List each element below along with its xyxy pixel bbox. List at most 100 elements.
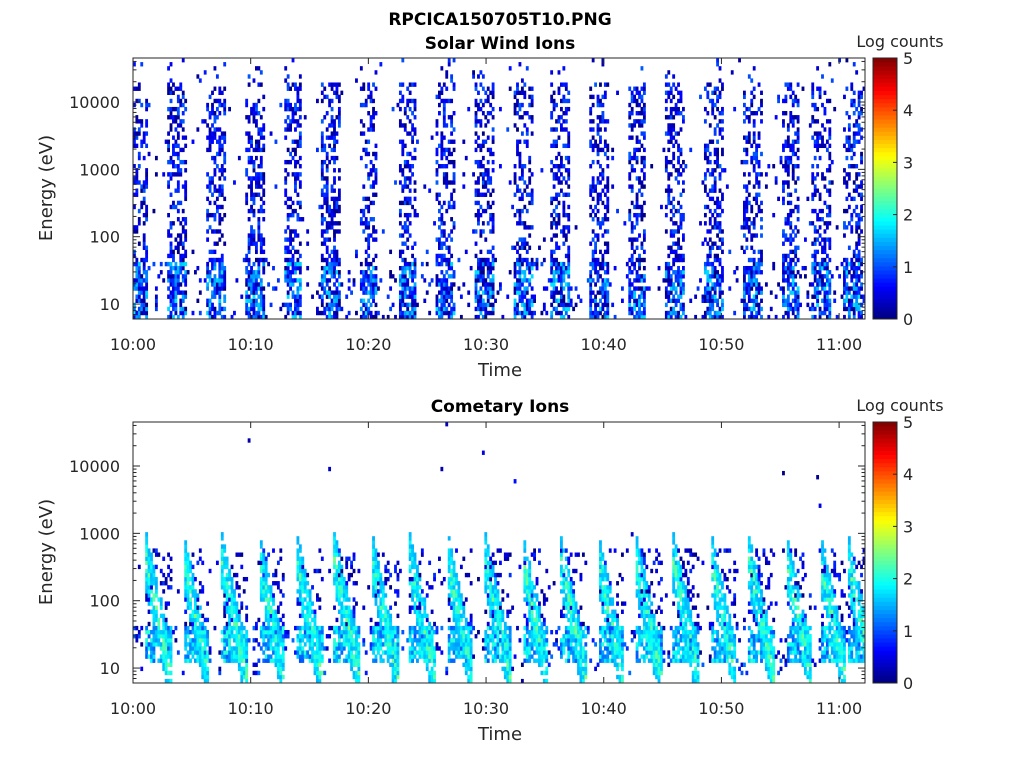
heatmap-cell (398, 90, 402, 96)
heatmap-cell (589, 111, 593, 116)
heatmap-cell (294, 127, 297, 132)
heatmap-cell (699, 221, 702, 226)
heatmap-cell (169, 568, 173, 574)
heatmap-cell (562, 66, 566, 71)
heatmap-cell (452, 200, 456, 206)
heatmap-cell (450, 139, 454, 144)
heatmap-cell (550, 98, 554, 104)
heatmap-cell (413, 298, 417, 303)
heatmap-cell (406, 245, 410, 250)
heatmap-cell (481, 192, 485, 197)
heatmap-cell (481, 180, 485, 185)
heatmap-cell (167, 646, 170, 651)
heatmap-cell (708, 306, 712, 312)
heatmap-cell (603, 286, 607, 291)
heatmap-cell (491, 274, 495, 279)
heatmap-cell (711, 225, 715, 230)
heatmap-cell (474, 270, 478, 275)
heatmap-cell (208, 127, 212, 132)
heatmap-cell (743, 314, 746, 320)
heatmap-cell (367, 94, 371, 100)
heatmap-cell (638, 90, 641, 96)
heatmap-cell (628, 184, 632, 189)
heatmap-cell (294, 302, 297, 308)
heatmap-cell (706, 298, 710, 303)
heatmap-cell (672, 115, 676, 120)
heatmap-cell (852, 131, 856, 136)
heatmap-cell (560, 294, 563, 299)
heatmap-cell (489, 111, 493, 116)
heatmap-cell (323, 274, 327, 279)
heatmap-cell (491, 221, 495, 226)
heatmap-cell (679, 98, 683, 104)
heatmap-cell (667, 196, 671, 202)
heatmap-cell (211, 257, 214, 263)
heatmap-cell (247, 310, 251, 316)
heatmap-cell (794, 180, 798, 185)
heatmap-cell (318, 310, 322, 316)
heatmap-cell (564, 119, 568, 124)
heatmap-cell (664, 155, 668, 161)
heatmap-cell (486, 261, 490, 267)
heatmap-cell (596, 123, 600, 128)
heatmap-cell (833, 106, 837, 112)
heatmap-cell (674, 208, 678, 214)
heatmap-cell (262, 123, 266, 128)
heatmap-cell (708, 261, 712, 267)
heatmap-cell (372, 290, 375, 295)
heatmap-cell (154, 629, 158, 635)
heatmap-cell (184, 646, 188, 651)
heatmap-cell (252, 164, 256, 169)
heatmap-cell (330, 270, 334, 275)
heatmap-cell (711, 241, 715, 246)
heatmap-cell (218, 176, 222, 181)
heatmap-cell (159, 261, 163, 267)
heatmap-cell (520, 90, 524, 96)
heatmap-cell (594, 233, 597, 238)
heatmap-cell (154, 634, 158, 639)
heatmap-cell (633, 147, 637, 153)
heatmap-cell (669, 233, 673, 238)
heatmap-cell (635, 147, 639, 153)
heatmap-cell (596, 127, 600, 132)
heatmap-cell (140, 123, 144, 128)
colorbar-segment (873, 176, 897, 181)
heatmap-cell (557, 119, 561, 124)
heatmap-cell (791, 139, 795, 144)
heatmap-cell (711, 265, 715, 271)
heatmap-cell (316, 98, 319, 104)
heatmap-cell (401, 298, 405, 303)
heatmap-cell (337, 294, 341, 299)
heatmap-cell (250, 286, 253, 291)
heatmap-cell (296, 94, 300, 100)
heatmap-cell (520, 237, 524, 242)
heatmap-cell (747, 200, 751, 206)
heatmap-cell (845, 184, 849, 189)
heatmap-cell (750, 98, 754, 104)
heatmap-cell (374, 310, 378, 316)
heatmap-cell (630, 253, 634, 259)
heatmap-cell (206, 270, 210, 275)
heatmap-cell (486, 86, 490, 91)
heatmap-cell (133, 286, 136, 291)
heatmap-cell (181, 278, 185, 283)
heatmap-cell (635, 212, 639, 218)
heatmap-cell (372, 286, 375, 291)
heatmap-cell (452, 86, 456, 91)
heatmap-cell (682, 115, 685, 120)
heatmap-cell (189, 601, 192, 606)
heatmap-cell (257, 257, 261, 263)
heatmap-cell (445, 286, 449, 291)
heatmap-cell (677, 237, 680, 242)
heatmap-cell (599, 298, 602, 303)
heatmap-cell (401, 151, 405, 157)
heatmap-cell (259, 241, 263, 246)
heatmap-cell (320, 217, 324, 222)
heatmap-cell (516, 111, 519, 116)
heatmap-cell (716, 302, 719, 308)
heatmap-cell (172, 274, 175, 279)
heatmap-cell (562, 241, 566, 246)
heatmap-cell (852, 314, 856, 320)
heatmap-cell (257, 217, 261, 222)
heatmap-cell (567, 245, 571, 250)
